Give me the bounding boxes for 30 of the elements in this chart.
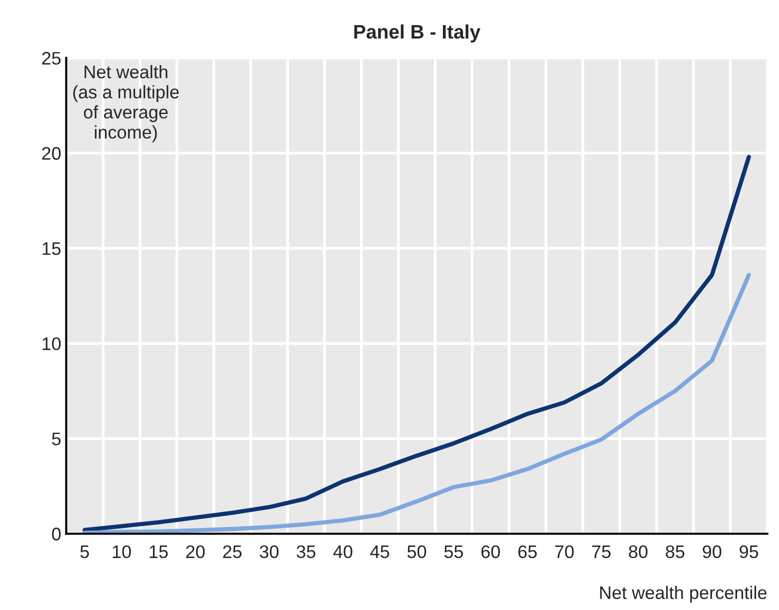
x-tick-label: 40 [333, 545, 352, 558]
x-tick-label: 70 [555, 545, 574, 558]
x-tick-label: 20 [186, 545, 205, 558]
x-tick-label: 35 [296, 545, 316, 558]
x-tick-label: 80 [628, 545, 648, 558]
x-tick-label: 85 [666, 545, 684, 558]
chart-title: Panel B - Italy [354, 24, 480, 43]
y-tick-label: 20 [42, 147, 61, 160]
x-tick-label: 90 [702, 545, 722, 558]
x-tick-label: 65 [518, 545, 537, 558]
line-series [82, 272, 751, 534]
x-tick-label: 75 [592, 546, 611, 558]
x-axis-title: Net wealth percentile [600, 586, 767, 603]
x-tick-label: 45 [370, 546, 390, 558]
x-tick-label: 50 [407, 545, 426, 558]
y-tick-label: 15 [42, 242, 61, 255]
y-axis-title: Net wealth (as a multiple of average income) [73, 65, 179, 142]
x-tick-label: 30 [260, 545, 278, 558]
x-tick-label: 55 [444, 546, 463, 558]
line-series [82, 154, 751, 532]
y-tick-label: 5 [52, 432, 61, 446]
x-tick-label: 10 [112, 545, 131, 558]
x-tick-label: 25 [223, 545, 242, 558]
x-tick-label: 15 [150, 546, 168, 558]
y-tick-label: 0 [52, 528, 61, 540]
y-tick-label: 25 [42, 52, 61, 65]
x-tick-label: 5 [80, 546, 89, 558]
y-tick-label: 10 [42, 337, 61, 350]
x-tick-label: 60 [481, 545, 500, 558]
x-tick-label: 95 [740, 545, 758, 558]
